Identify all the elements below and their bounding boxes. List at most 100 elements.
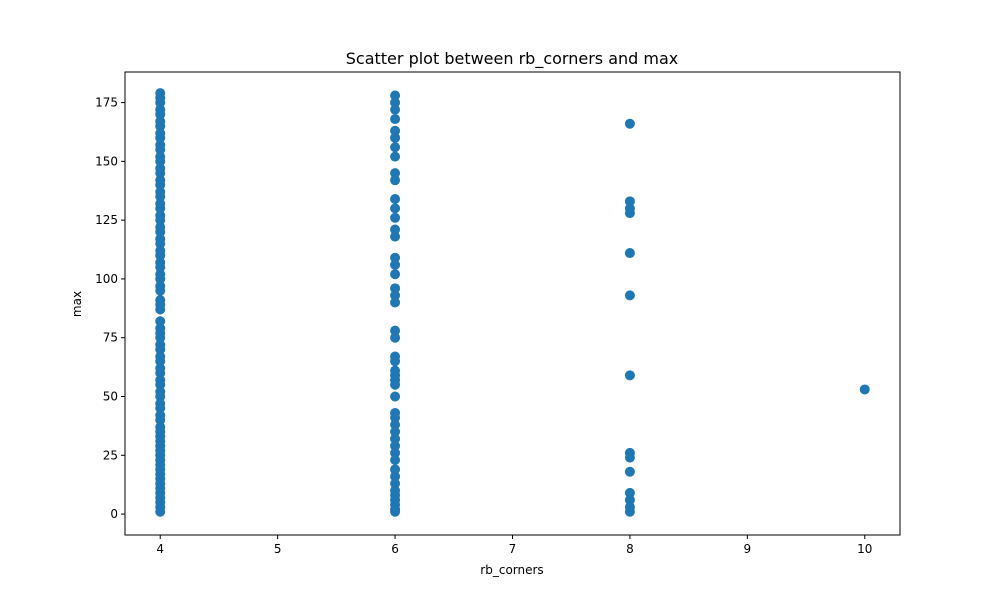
data-point <box>390 269 401 280</box>
data-point <box>624 487 635 498</box>
data-point <box>390 478 401 489</box>
y-tick-label: 75 <box>103 331 118 345</box>
data-point <box>155 262 166 273</box>
data-point <box>859 384 870 395</box>
data-point <box>390 104 401 115</box>
data-point <box>390 252 401 263</box>
data-point <box>155 121 166 132</box>
y-axis-ticks: 0 25 50 75 100 125 150 175 <box>95 96 125 521</box>
data-point <box>390 426 401 437</box>
data-point <box>390 454 401 465</box>
data-point <box>390 125 401 136</box>
x-axis-ticks: 4 5 6 7 8 9 10 <box>156 535 872 556</box>
chart-title: Scatter plot between rb_corners and max <box>346 49 678 69</box>
data-point <box>155 316 166 327</box>
data-point <box>155 356 166 367</box>
data-point <box>390 168 401 179</box>
data-point <box>155 191 166 202</box>
data-point <box>155 132 166 143</box>
data-point <box>390 471 401 482</box>
data-point <box>390 203 401 214</box>
plot-area <box>125 72 900 535</box>
data-point <box>390 175 401 186</box>
data-point <box>624 248 635 259</box>
y-tick-label: 100 <box>95 272 118 286</box>
data-point <box>390 440 401 451</box>
data-point <box>624 494 635 505</box>
data-point <box>390 212 401 223</box>
data-point <box>390 151 401 162</box>
data-point <box>390 419 401 430</box>
data-point <box>390 290 401 301</box>
data-point <box>390 379 401 390</box>
y-tick-label: 0 <box>110 507 118 521</box>
plot-frame <box>124 71 901 536</box>
data-point <box>624 118 635 129</box>
data-point <box>390 356 401 367</box>
data-point <box>624 208 635 219</box>
data-point <box>390 142 401 153</box>
data-point <box>155 506 166 517</box>
data-point <box>155 344 166 355</box>
x-tick-label: 6 <box>391 542 399 556</box>
data-point <box>390 332 401 343</box>
data-point <box>155 273 166 284</box>
y-tick-label: 150 <box>95 154 118 168</box>
data-point <box>390 90 401 101</box>
y-tick-label: 25 <box>103 448 118 462</box>
data-point <box>624 506 635 517</box>
data-point <box>155 403 166 414</box>
data-point <box>624 466 635 477</box>
x-tick-label: 10 <box>857 542 872 556</box>
data-point <box>155 415 166 426</box>
data-point <box>155 226 166 237</box>
data-point <box>390 132 401 143</box>
data-point <box>155 203 166 214</box>
data-point <box>155 379 166 390</box>
data-point <box>390 283 401 294</box>
data-point <box>390 97 401 108</box>
data-point <box>155 285 166 296</box>
data-point <box>624 452 635 463</box>
y-axis-label: max <box>70 291 84 317</box>
data-point <box>390 224 401 235</box>
data-point <box>624 370 635 381</box>
data-point <box>624 290 635 301</box>
x-tick-label: 9 <box>744 542 752 556</box>
data-point <box>155 238 166 249</box>
data-point <box>155 156 166 167</box>
data-point <box>155 304 166 315</box>
x-axis-label: rb_corners <box>480 563 543 577</box>
data-point <box>155 168 166 179</box>
data-point <box>390 325 401 336</box>
data-point <box>390 464 401 475</box>
data-point <box>155 109 166 120</box>
x-tick-label: 4 <box>156 542 164 556</box>
data-point <box>390 447 401 458</box>
x-tick-label: 5 <box>274 542 282 556</box>
data-point <box>155 179 166 190</box>
data-point <box>624 196 635 207</box>
data-point <box>155 215 166 226</box>
data-point <box>390 231 401 242</box>
data-point <box>155 391 166 402</box>
data-point <box>155 332 166 343</box>
y-tick-label: 175 <box>95 96 118 110</box>
data-point <box>390 391 401 402</box>
data-point <box>155 250 166 261</box>
data-point <box>390 297 401 308</box>
y-tick-label: 125 <box>95 213 118 227</box>
data-point <box>155 97 166 108</box>
data-point <box>390 412 401 423</box>
x-tick-label: 8 <box>626 542 634 556</box>
y-tick-label: 50 <box>103 389 118 403</box>
data-point <box>390 193 401 204</box>
data-point <box>155 144 166 155</box>
data-point <box>390 506 401 517</box>
x-tick-label: 7 <box>509 542 517 556</box>
data-point <box>155 367 166 378</box>
data-points <box>155 88 870 517</box>
data-point <box>390 259 401 270</box>
data-point <box>390 114 401 125</box>
